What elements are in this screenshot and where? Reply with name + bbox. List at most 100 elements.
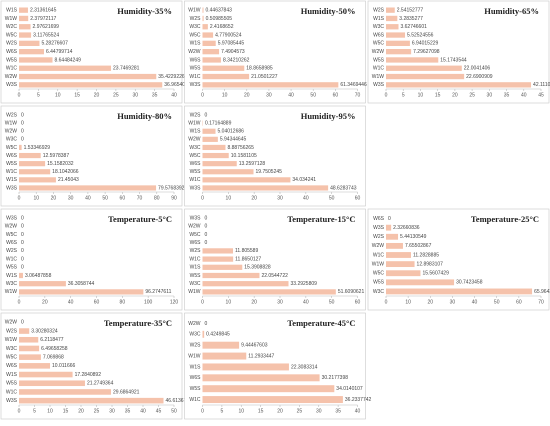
bar — [19, 346, 39, 352]
bar — [386, 7, 395, 12]
bar — [203, 385, 335, 392]
y-tick-label: W1S — [6, 7, 18, 13]
bar — [19, 24, 31, 29]
value-label: 35.4229226 — [158, 74, 185, 80]
bar — [19, 281, 66, 286]
x-tick-label: 30 — [277, 195, 283, 201]
y-tick-label: W1S — [190, 265, 202, 271]
y-tick-label: W5S — [373, 57, 385, 63]
y-tick-label: W5C — [6, 32, 18, 38]
y-tick-label: W1S — [6, 372, 18, 378]
value-label: 18.1042066 — [52, 169, 79, 175]
value-label: 2.97621699 — [33, 24, 60, 30]
bar — [19, 185, 156, 190]
x-tick-label: 20 — [42, 299, 48, 305]
x-tick-label: 10 — [238, 408, 244, 414]
value-label: 0 — [21, 129, 24, 135]
y-tick-label: W1C — [189, 177, 201, 183]
value-label: 10.1581105 — [231, 153, 257, 159]
x-tick-label: 35 — [335, 408, 341, 414]
bar — [19, 66, 111, 71]
value-label: 2.31361645 — [30, 7, 57, 13]
x-tick-label: 25 — [113, 92, 119, 98]
value-label: 1.53346929 — [24, 145, 51, 151]
x-tick-label: 35 — [152, 92, 158, 98]
y-tick-label: W3S — [190, 185, 202, 191]
panel-title: Temperature-45°C — [287, 318, 355, 328]
y-tick-label: W2S — [373, 234, 385, 240]
x-tick-label: 30 — [450, 299, 456, 305]
y-tick-label: W2W — [5, 224, 18, 230]
value-label: 7.29627098 — [413, 49, 440, 55]
y-tick-label: W5C — [189, 32, 201, 38]
x-tick-label: 15 — [63, 408, 69, 414]
value-label: 0.50985505 — [206, 16, 233, 22]
y-tick-label: W5S — [6, 161, 18, 167]
bar — [386, 24, 398, 29]
value-label: 3.62746601 — [400, 24, 427, 30]
bar — [386, 57, 438, 62]
bar — [203, 248, 233, 253]
x-tick-label: 10 — [33, 195, 39, 201]
value-label: 2.32660836 — [393, 225, 420, 231]
value-label: 0 — [388, 216, 391, 222]
x-tick-label: 20 — [94, 92, 100, 98]
value-label: 0 — [205, 112, 208, 118]
y-tick-label: W2W — [372, 49, 385, 55]
x-tick-label: 20 — [428, 299, 434, 305]
x-tick-label: 45 — [538, 92, 544, 98]
y-tick-label: W3C — [189, 24, 201, 30]
bar — [386, 279, 454, 285]
bar — [203, 49, 220, 54]
y-tick-label: W3C — [189, 332, 201, 338]
value-label: 96.2747611 — [145, 289, 171, 295]
y-tick-label: W3C — [6, 281, 18, 287]
value-label: 5.44130549 — [400, 234, 427, 240]
value-label: 3.06487858 — [25, 273, 52, 279]
y-tick-label: W5C — [189, 232, 201, 238]
x-tick-label: 5 — [33, 408, 36, 414]
x-tick-label: 60 — [333, 92, 339, 98]
bar — [203, 273, 260, 278]
bar — [19, 41, 39, 46]
y-tick-label: W2W — [5, 74, 18, 80]
y-tick-label: W5S — [6, 265, 18, 271]
panel-title: Humidity-95% — [301, 111, 356, 121]
bar — [386, 234, 398, 240]
y-tick-label: W1C — [373, 252, 385, 258]
value-label: 7.069868 — [43, 354, 64, 360]
bar — [386, 261, 415, 267]
value-label: 8.64484249 — [54, 57, 81, 63]
value-label: 22.6900909 — [466, 74, 493, 80]
value-label: 13.2597128 — [239, 161, 266, 167]
bar — [386, 270, 420, 276]
value-label: 0 — [205, 224, 208, 230]
bar — [386, 16, 397, 21]
bar — [203, 265, 243, 270]
bar — [386, 74, 464, 79]
value-label: 3.30280324 — [31, 328, 58, 334]
y-tick-label: W2S — [190, 248, 202, 254]
bar — [203, 16, 204, 21]
panel-title: Temperature-15°C — [287, 214, 355, 224]
value-label: 6.49658258 — [41, 346, 68, 352]
y-tick-label: W2S — [190, 112, 202, 118]
value-label: 2.54152777 — [397, 7, 424, 13]
bar — [203, 363, 289, 370]
x-tick-label: 35 — [125, 408, 131, 414]
x-tick-label: 5 — [37, 92, 40, 98]
value-label: 3.2835277 — [399, 16, 423, 22]
bar — [19, 49, 44, 54]
y-tick-label: W6S — [190, 375, 202, 381]
value-label: 11.2933447 — [248, 353, 274, 359]
x-tick-label: 80 — [154, 195, 160, 201]
x-tick-label: 25 — [469, 92, 475, 98]
value-label: 2.37972117 — [30, 16, 56, 22]
y-tick-label: W2W — [188, 224, 201, 230]
x-tick-label: 10 — [222, 92, 228, 98]
y-tick-label: W1C — [189, 74, 201, 80]
value-label: 6.44799714 — [46, 49, 73, 55]
bar — [386, 32, 405, 37]
bar — [203, 74, 250, 79]
x-tick-label: 90 — [171, 195, 177, 201]
